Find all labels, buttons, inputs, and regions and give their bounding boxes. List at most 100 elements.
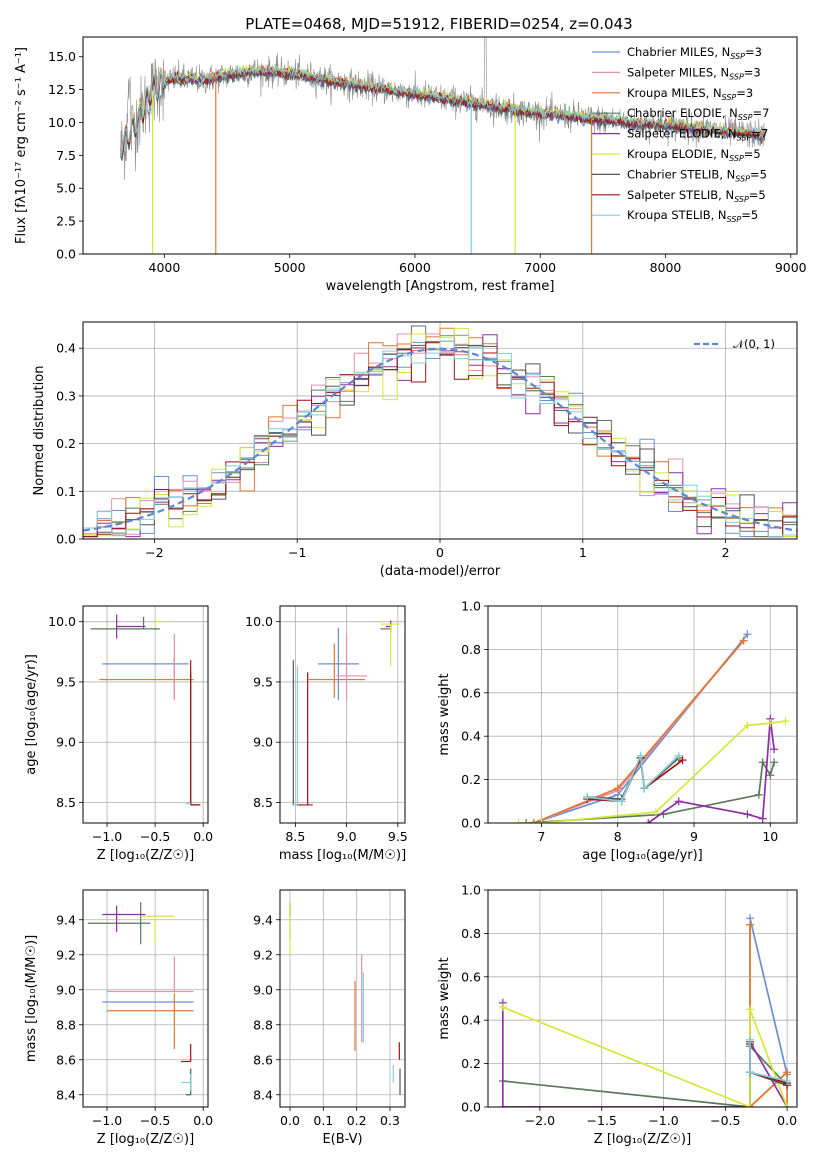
legend-entry: Kroupa MILES, NSSP=3 bbox=[627, 86, 753, 102]
y-tick-label: 0.2 bbox=[461, 772, 481, 787]
x-tick-label: 8 bbox=[614, 829, 622, 844]
y-tick-label: 9.0 bbox=[56, 735, 76, 750]
y-tick-label: 0.0 bbox=[461, 816, 481, 831]
axes-spectrum: 4000 5000 6000 7000 8000 9000 0.0 2.5 5.0 7.5 10.0… bbox=[14, 36, 807, 294]
plot-area-mass_vs_Z bbox=[87, 902, 194, 1096]
x-tick-label: 0.2 bbox=[347, 1113, 367, 1128]
y-axis-label: Normed distribution bbox=[32, 366, 47, 496]
axes-mass_vs_Z: −1.0 −0.5 0.0 8.4 8.6 8.8 9.0 9.2 9.4 Z [log₁₀(Z/… bbox=[24, 889, 213, 1147]
x-tick-label: 0.0 bbox=[280, 1113, 300, 1128]
axes-age_vs_mass: 8.5 9.0 9.5 8.5 9.0 9.5 10.0 mass [log₁₀(M/M☉)] bbox=[245, 605, 408, 863]
x-tick-label: −1.0 bbox=[648, 1113, 678, 1128]
axes-frame bbox=[487, 889, 798, 1108]
legend: Chabrier MILES, NSSP=3 Salpeter MILES, NS… bbox=[592, 45, 769, 224]
y-tick-label: 8.8 bbox=[56, 1017, 76, 1032]
series-kroupa-stelib bbox=[746, 1035, 792, 1085]
y-tick-label: 9.4 bbox=[253, 912, 273, 927]
legend-entry: Salpeter STELIB, NSSP=5 bbox=[627, 188, 766, 204]
plot-area-weight_vs_age bbox=[514, 630, 790, 823]
axes-frame bbox=[279, 605, 406, 824]
errorbar-chabrier-miles bbox=[317, 627, 359, 701]
x-tick-label: −2 bbox=[145, 545, 163, 560]
y-tick-label: 9.2 bbox=[253, 947, 273, 962]
y-tick-label: 8.6 bbox=[56, 1052, 76, 1067]
y-tick-label: 10.0 bbox=[48, 614, 76, 629]
x-tick-label: 9.0 bbox=[337, 829, 357, 844]
x-tick-label: −2.0 bbox=[525, 1113, 555, 1128]
y-tick-label: 0.2 bbox=[56, 436, 76, 451]
model-spectrum-kroupa-stelib bbox=[120, 64, 766, 157]
y-tick-label: 9.5 bbox=[253, 674, 273, 689]
y-axis-label: mass [log₁₀(M/M☉)] bbox=[24, 935, 39, 1062]
x-tick-label: 0.3 bbox=[380, 1113, 400, 1128]
y-tick-label: 1.0 bbox=[461, 599, 481, 614]
errorbar-kroupa-miles bbox=[107, 993, 194, 1050]
legend-entry: Chabrier STELIB, NSSP=5 bbox=[627, 167, 767, 183]
errorbar-chabrier-stelib bbox=[185, 1068, 192, 1096]
model-spectrum-salpeter-stelib bbox=[120, 66, 766, 158]
legend-entry: Kroupa STELIB, NSSP=5 bbox=[627, 208, 758, 224]
series-line bbox=[533, 640, 745, 823]
axes-frame bbox=[82, 605, 209, 824]
x-axis-label: E(B-V) bbox=[322, 1132, 362, 1147]
plot-area-weight_vs_Z bbox=[498, 914, 792, 1107]
errorbar-chabrier-stelib bbox=[190, 672, 201, 806]
series-line bbox=[502, 1044, 788, 1107]
errorbar-salpeter-elodie bbox=[102, 905, 146, 932]
x-axis-label: Z [log₁₀(Z/Z☉)] bbox=[594, 1132, 691, 1147]
y-tick-label: 1.0 bbox=[461, 883, 481, 898]
series-kroupa-stelib bbox=[583, 751, 683, 806]
errorbar-kroupa-elodie bbox=[380, 623, 401, 667]
series-line bbox=[533, 633, 749, 823]
y-tick-label: 9.0 bbox=[56, 982, 76, 997]
histogram-kroupa-stelib bbox=[83, 340, 797, 538]
y-tick-label: 9.5 bbox=[56, 674, 76, 689]
x-axis-label: wavelength [Angstrom, rest frame] bbox=[326, 279, 555, 294]
legend-entry: Kroupa ELODIE, NSSP=5 bbox=[627, 147, 761, 163]
x-tick-label: 9.5 bbox=[388, 829, 408, 844]
y-tick-label: 0.2 bbox=[461, 1056, 481, 1071]
y-tick-label: 0.0 bbox=[56, 532, 76, 547]
errorbar-kroupa-elodie bbox=[140, 915, 175, 943]
axes-weight_vs_age: 7 8 9 10 0.0 0.2 0.4 0.6 0.8 1.0 age [log₁₀(age/yr… bbox=[437, 599, 798, 863]
x-tick-label: 8000 bbox=[650, 260, 682, 275]
y-tick-label: 0.4 bbox=[56, 341, 76, 356]
series-kroupa-elodie bbox=[514, 717, 790, 823]
y-tick-label: 15.0 bbox=[48, 49, 76, 64]
errorbar-kroupa-stelib bbox=[292, 666, 299, 806]
y-tick-label: 0.4 bbox=[461, 729, 481, 744]
y-tick-label: 8.8 bbox=[253, 1017, 273, 1032]
errorbar-kroupa-stelib bbox=[181, 1073, 192, 1092]
x-tick-label: −0.5 bbox=[710, 1113, 740, 1128]
y-tick-label: 9.2 bbox=[56, 947, 76, 962]
x-tick-label: −1 bbox=[288, 545, 306, 560]
y-tick-label: 2.5 bbox=[56, 214, 76, 229]
y-tick-label: 0.0 bbox=[56, 247, 76, 262]
plot-area-age_vs_mass bbox=[292, 620, 401, 806]
series-kroupa-elodie bbox=[498, 1003, 792, 1107]
x-tick-label: −0.5 bbox=[140, 1113, 170, 1128]
y-tick-label: 0.6 bbox=[461, 969, 481, 984]
series-chabrier-miles bbox=[746, 914, 792, 1090]
y-tick-label: 10.0 bbox=[48, 115, 76, 130]
x-tick-label: 7 bbox=[537, 829, 545, 844]
y-tick-label: 0.8 bbox=[461, 926, 481, 941]
axes-frame bbox=[82, 36, 798, 255]
y-tick-label: 9.0 bbox=[253, 982, 273, 997]
axes-age_vs_Z: −1.0 −0.5 0.0 8.5 9.0 9.5 10.0 Z [log₁₀(Z/Z☉)] a… bbox=[24, 605, 213, 863]
errorbar-salpeter-miles bbox=[336, 633, 368, 701]
y-tick-label: 5.0 bbox=[56, 181, 76, 196]
x-tick-label: −0.5 bbox=[140, 829, 170, 844]
x-tick-label: 4000 bbox=[149, 260, 181, 275]
x-tick-label: −1.0 bbox=[92, 829, 122, 844]
x-axis-label: (data-model)/error bbox=[380, 564, 501, 579]
x-axis-label: mass [log₁₀(M/M☉)] bbox=[279, 848, 406, 863]
errorbar-chabrier-elodie bbox=[87, 902, 151, 945]
series-line bbox=[533, 640, 745, 823]
legend-entry: Chabrier ELODIE, NSSP=7 bbox=[627, 106, 769, 122]
y-tick-label: 12.5 bbox=[48, 82, 76, 97]
y-tick-label: 0.6 bbox=[461, 685, 481, 700]
legend-entry: Salpeter ELODIE, NSSP=7 bbox=[627, 127, 768, 143]
series-line bbox=[587, 754, 680, 800]
x-tick-label: 7000 bbox=[524, 260, 556, 275]
